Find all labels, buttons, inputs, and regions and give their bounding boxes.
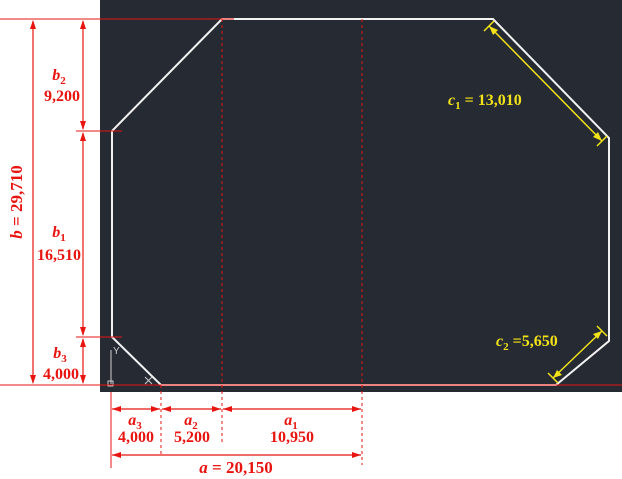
dim-a2-value: 5,200 [174,429,210,446]
dim-a-total: a = 20,150 [199,458,272,477]
dim-b2-value: 9,200 [44,88,80,105]
dim-b2-symbol: b2 [52,67,66,87]
dim-b3-symbol: b3 [53,345,67,365]
dim-b-total: b = 29,710 [7,165,26,238]
dim-b1-value: 16,510 [37,247,81,264]
dim-a3-value: 4,000 [118,429,154,446]
dim-b1-symbol: b1 [52,224,66,244]
ucs-y-label: Y [113,346,120,357]
dim-a1-value: 10,950 [270,429,314,446]
dim-b3-value: 4,000 [43,366,79,383]
